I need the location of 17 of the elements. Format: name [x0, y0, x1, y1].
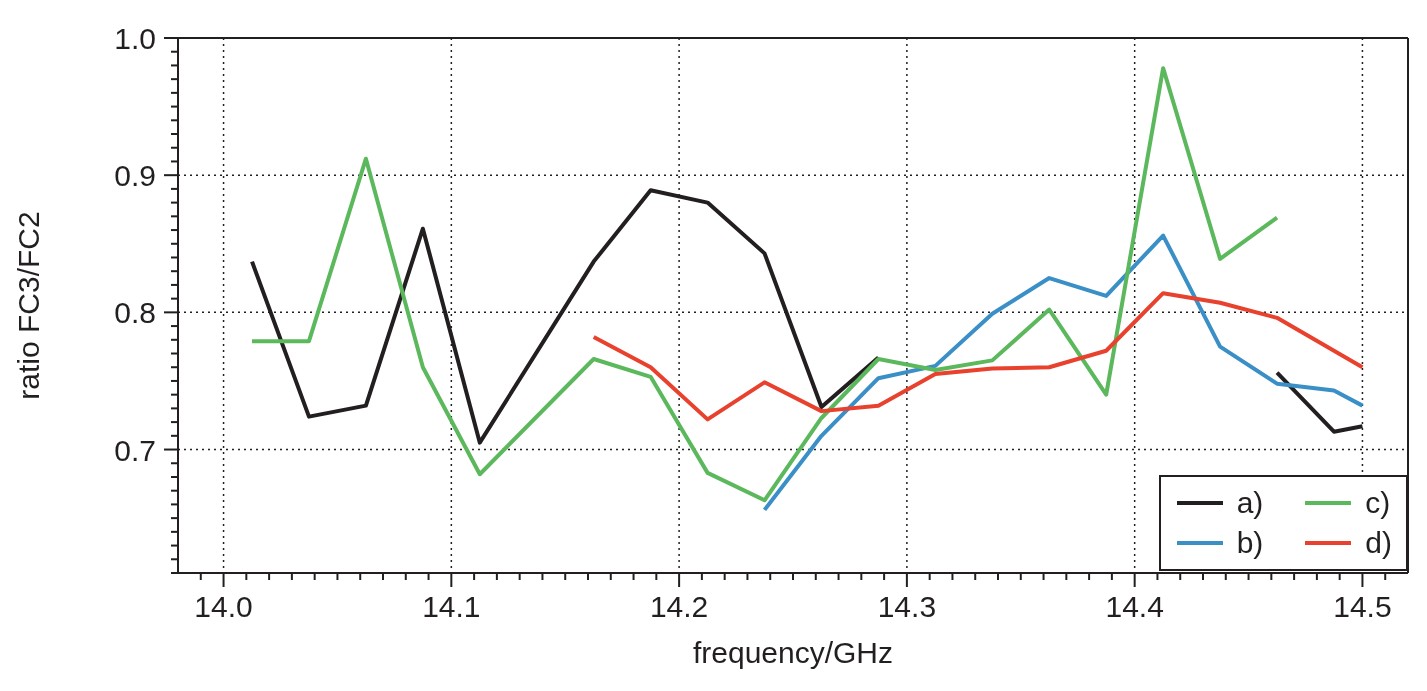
legend-label: b)	[1236, 526, 1264, 560]
x-tick-label: 14.4	[1105, 590, 1164, 623]
line-series	[591, 291, 1365, 422]
legend-label: d)	[1365, 526, 1392, 560]
y-tick-label: 0.8	[114, 296, 156, 330]
x-tick-label: 14.0	[194, 590, 253, 623]
x-tick-label: 14.3	[877, 590, 937, 623]
y-tick-label: 0.7	[114, 433, 156, 467]
y-tick-label: 0.9	[114, 159, 156, 193]
x-tick-label: 14.1	[422, 590, 481, 623]
x-axis-title: frequency/GHz	[692, 636, 894, 669]
y-axis-title: ratio FC3/FC2	[11, 211, 45, 400]
legend-label: a)	[1236, 486, 1264, 520]
y-tick-label: 1.0	[114, 22, 156, 55]
x-tick-label: 14.2	[649, 590, 709, 623]
x-tick-label: 14.5	[1333, 590, 1392, 623]
legend-label: c)	[1365, 486, 1391, 520]
